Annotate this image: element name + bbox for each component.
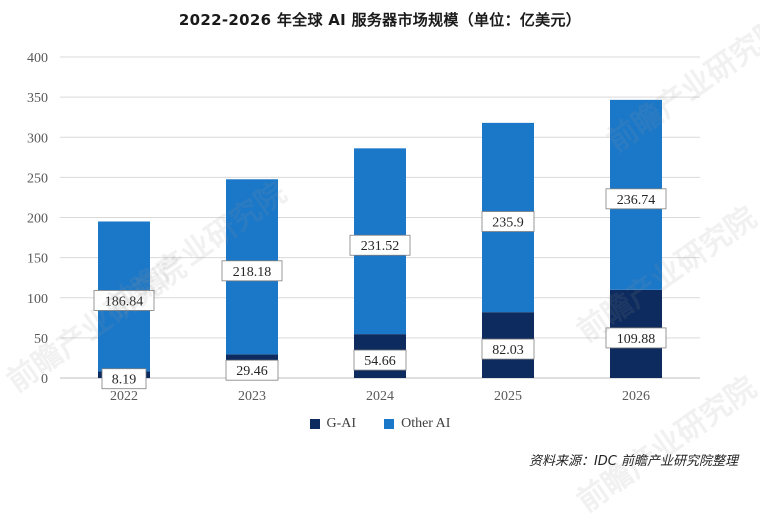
data-label-box: [221, 260, 283, 282]
legend-swatch-other-ai: [384, 419, 395, 429]
data-label-box: [605, 188, 667, 210]
y-axis-ticks: 0 50 100 150 200 250 300 350 400: [27, 51, 48, 387]
y-tick-label: 350: [27, 91, 48, 106]
legend-item-other-ai: Other AI: [384, 416, 450, 432]
data-label-box: [481, 211, 535, 232]
data-label-other-ai: 186.84: [105, 294, 144, 309]
legend-item-g-ai: G-AI: [309, 416, 357, 432]
data-label-box: [349, 234, 411, 256]
y-tick-label: 100: [27, 292, 48, 307]
data-label-other-ai: 231.52: [361, 239, 400, 254]
data-label-box: [101, 368, 147, 390]
data-label-g-ai: 82.03: [492, 343, 524, 358]
data-label-g-ai: 109.88: [617, 332, 656, 347]
x-tick-label: 2024: [366, 389, 394, 404]
data-labels: 8.19 186.84 29.46 218.18 54.66 231.52 82.03 235…: [93, 188, 667, 390]
data-label-box: [225, 359, 279, 381]
y-tick-label: 400: [27, 51, 48, 66]
source-note: 资料来源：IDC 前瞻产业研究院整理: [528, 454, 738, 469]
data-label-box: [605, 327, 667, 349]
data-label-box: [353, 349, 407, 371]
x-tick-label: 2026: [622, 389, 650, 404]
data-label-box: [481, 338, 535, 360]
x-axis-ticks: 2022 2023 2024 2025 2026: [110, 389, 650, 404]
data-label-g-ai: 54.66: [364, 354, 396, 369]
data-label-g-ai: 8.19: [112, 373, 137, 388]
legend-label-g-ai: G-AI: [326, 416, 357, 431]
y-tick-label: 0: [41, 372, 48, 387]
legend: G-AI Other AI: [0, 416, 760, 432]
data-label-g-ai: 29.46: [236, 364, 268, 379]
data-label-other-ai: 236.74: [617, 193, 656, 208]
data-label-other-ai: 218.18: [233, 265, 272, 280]
y-tick-label: 250: [27, 171, 48, 186]
y-tick-label: 150: [27, 252, 48, 267]
data-label-other-ai: 235.9: [492, 216, 524, 231]
x-tick-label: 2025: [494, 389, 522, 404]
x-tick-label: 2023: [238, 389, 266, 404]
y-tick-label: 50: [34, 332, 48, 347]
x-tick-label: 2022: [110, 389, 138, 404]
legend-label-other-ai: Other AI: [401, 416, 451, 431]
data-label-box: [93, 290, 155, 311]
legend-swatch-g-ai: [309, 419, 320, 429]
y-tick-label: 200: [27, 212, 48, 227]
chart-title: 2022-2026 年全球 AI 服务器市场规模（单位：亿美元）: [178, 11, 582, 29]
y-tick-label: 300: [27, 131, 48, 146]
